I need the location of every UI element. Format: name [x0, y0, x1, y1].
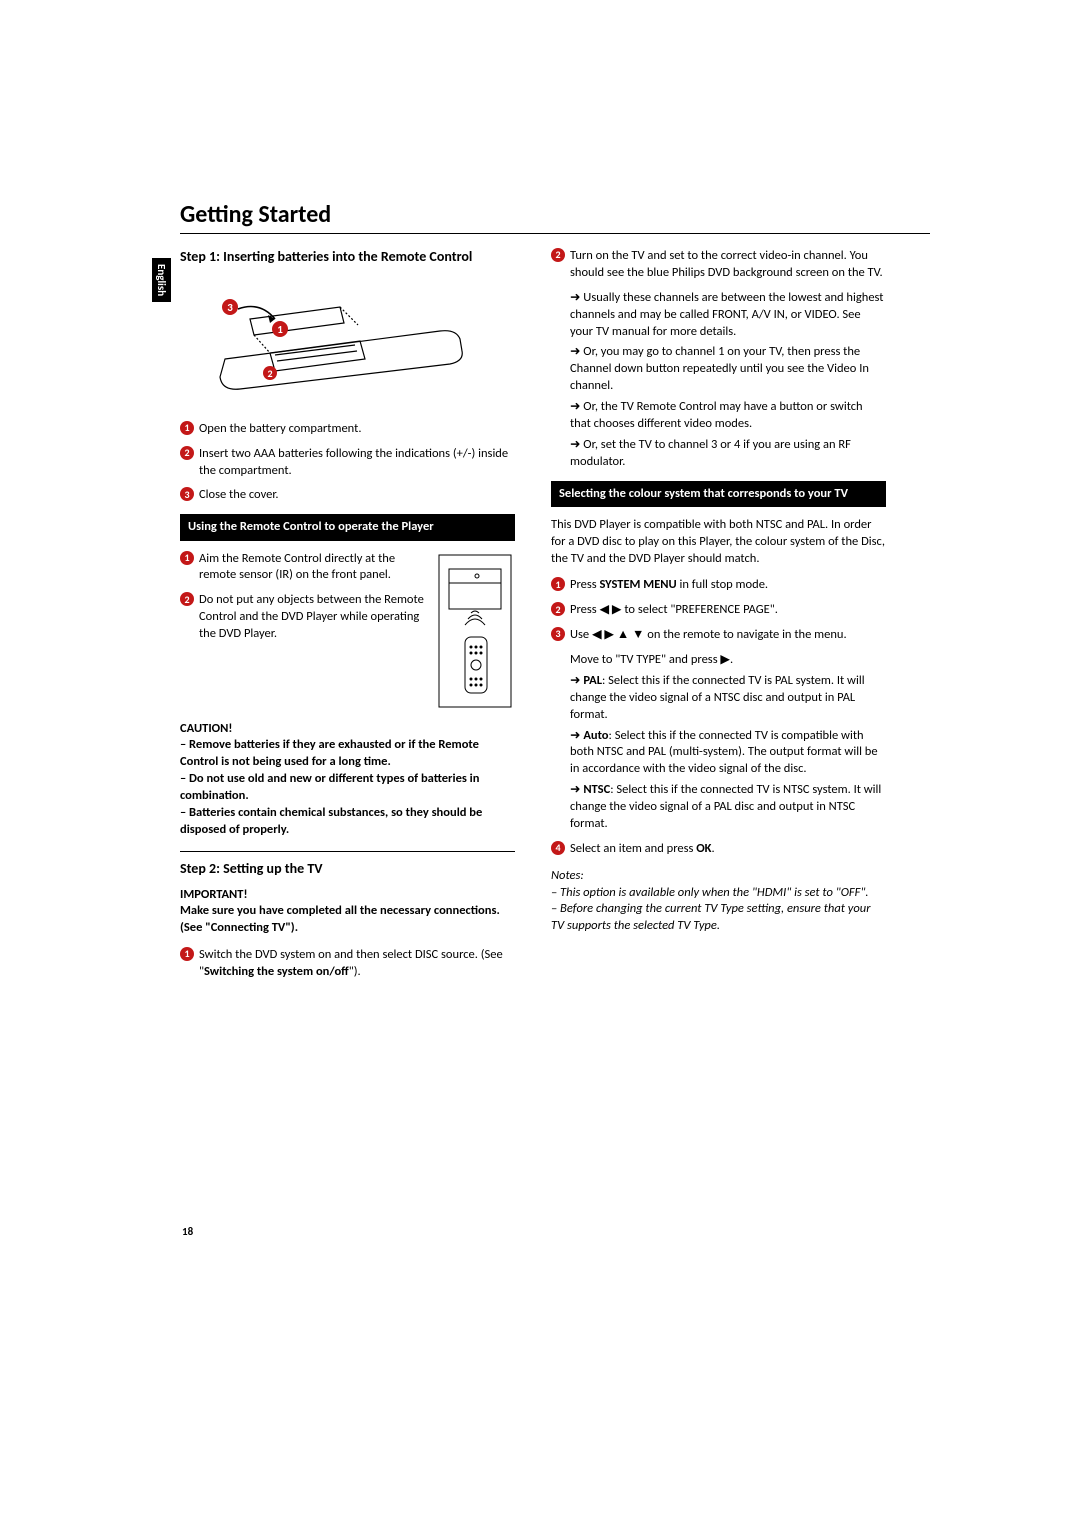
list-item: 3 Use ◀ ▶ ▲ ▼ on the remote to navigate …	[551, 627, 886, 644]
step2-heading: Step 2: Setting up the TV	[180, 860, 515, 879]
item-text: Insert two AAA batteries following the i…	[199, 446, 515, 480]
list-item: 2 Turn on the TV and set to the correct …	[551, 248, 886, 282]
battery-diagram: 3 1 2	[180, 281, 515, 401]
svg-text:3: 3	[227, 301, 233, 314]
item-text: Open the battery compartment.	[199, 421, 515, 438]
list-item: 2 Do not put any objects between the Rem…	[180, 592, 429, 643]
bold-text: Switching the system on/off	[204, 964, 349, 979]
text: Select an item and press	[570, 841, 696, 856]
badge-2: 2	[180, 446, 194, 460]
step1-heading: Step 1: Inserting batteries into the Rem…	[180, 248, 515, 267]
notes-block: Notes: – This option is available only w…	[551, 868, 886, 936]
text: : Select this if the connected TV is NTS…	[570, 782, 881, 831]
text: ").	[349, 964, 361, 979]
language-tab: English	[152, 258, 171, 302]
section-bar-colour: Selecting the colour system that corresp…	[551, 481, 886, 507]
list-item: 2 Insert two AAA batteries following the…	[180, 446, 515, 480]
page-number: 18	[182, 1225, 193, 1238]
arrow-note: ➜ Or, you may go to channel 1 on your TV…	[570, 344, 886, 395]
item-text: Close the cover.	[199, 487, 515, 504]
item-text: Select an item and press OK.	[570, 841, 886, 858]
note-text: – This option is available only when the…	[551, 885, 886, 902]
text: : Select this if the connected TV is PAL…	[570, 673, 865, 722]
badge-1: 1	[551, 577, 565, 591]
caution-text: – Do not use old and new or different ty…	[180, 771, 515, 805]
move-text: Move to "TV TYPE" and press ▶.	[570, 652, 886, 669]
important-heading: IMPORTANT!	[180, 887, 515, 904]
list-item: 1 Aim the Remote Control directly at the…	[180, 551, 429, 585]
notes-heading: Notes:	[551, 868, 886, 885]
remote-figure	[435, 551, 515, 711]
list-item: 1 Press SYSTEM MENU in full stop mode.	[551, 577, 886, 594]
caution-heading: CAUTION!	[180, 721, 515, 738]
list-item: 4 Select an item and press OK.	[551, 841, 886, 858]
svg-text:2: 2	[267, 367, 272, 380]
item-text: Switch the DVD system on and then select…	[199, 947, 515, 981]
badge-2: 2	[551, 248, 565, 262]
badge-1: 1	[180, 551, 194, 565]
caution-text: – Remove batteries if they are exhausted…	[180, 737, 515, 771]
item-text: Do not put any objects between the Remot…	[199, 592, 429, 643]
arrow-note: ➜ PAL: Select this if the connected TV i…	[570, 673, 886, 724]
badge-4: 4	[551, 841, 565, 855]
right-column: 2 Turn on the TV and set to the correct …	[551, 248, 886, 989]
badge-3: 3	[551, 627, 565, 641]
text: .	[712, 841, 715, 856]
arrow-note: ➜ Auto: Select this if the connected TV …	[570, 728, 886, 779]
caution-text: – Batteries contain chemical substances,…	[180, 805, 515, 839]
arrow-note: ➜ Usually these channels are between the…	[570, 290, 886, 341]
page-title: Getting Started	[180, 200, 930, 229]
arrow-note: ➜ Or, set the TV to channel 3 or 4 if yo…	[570, 437, 886, 471]
divider	[180, 851, 515, 852]
badge-2: 2	[551, 602, 565, 616]
left-column: Step 1: Inserting batteries into the Rem…	[180, 248, 515, 989]
badge-3: 3	[180, 487, 194, 501]
svg-text:1: 1	[277, 323, 283, 336]
list-item: 2 Press ◀ ▶ to select "PREFERENCE PAGE".	[551, 602, 886, 619]
badge-1: 1	[180, 421, 194, 435]
arrow-note: ➜ NTSC: Select this if the connected TV …	[570, 782, 886, 833]
note-text: – Before changing the current TV Type se…	[551, 901, 886, 935]
bold-text: NTSC	[583, 782, 610, 797]
list-item: 3 Close the cover.	[180, 487, 515, 504]
title-rule	[180, 233, 930, 234]
bold-text: OK	[696, 841, 711, 856]
item-text: Press SYSTEM MENU in full stop mode.	[570, 577, 886, 594]
columns: Step 1: Inserting batteries into the Rem…	[180, 248, 930, 989]
arrow-note: ➜ Or, the TV Remote Control may have a b…	[570, 399, 886, 433]
page: Getting Started Step 1: Inserting batter…	[0, 0, 1080, 989]
item-text: Press ◀ ▶ to select "PREFERENCE PAGE".	[570, 602, 886, 619]
list-item: 1 Switch the DVD system on and then sele…	[180, 947, 515, 981]
text: Press	[570, 577, 599, 592]
paragraph: This DVD Player is compatible with both …	[551, 517, 886, 568]
section-bar-remote: Using the Remote Control to operate the …	[180, 514, 515, 540]
aim-block: 1 Aim the Remote Control directly at the…	[180, 551, 515, 711]
item-text: Use ◀ ▶ ▲ ▼ on the remote to navigate in…	[570, 627, 886, 644]
important-text: Make sure you have completed all the nec…	[180, 903, 515, 937]
bold-text: SYSTEM MENU	[599, 577, 676, 592]
text: in full stop mode.	[677, 577, 768, 592]
bold-text: PAL	[583, 673, 602, 688]
text: : Select this if the connected TV is com…	[570, 728, 878, 777]
list-item: 1 Open the battery compartment.	[180, 421, 515, 438]
badge-1: 1	[180, 947, 194, 961]
bold-text: Auto	[583, 728, 608, 743]
badge-2: 2	[180, 592, 194, 606]
item-text: Aim the Remote Control directly at the r…	[199, 551, 429, 585]
item-text: Turn on the TV and set to the correct vi…	[570, 248, 886, 282]
